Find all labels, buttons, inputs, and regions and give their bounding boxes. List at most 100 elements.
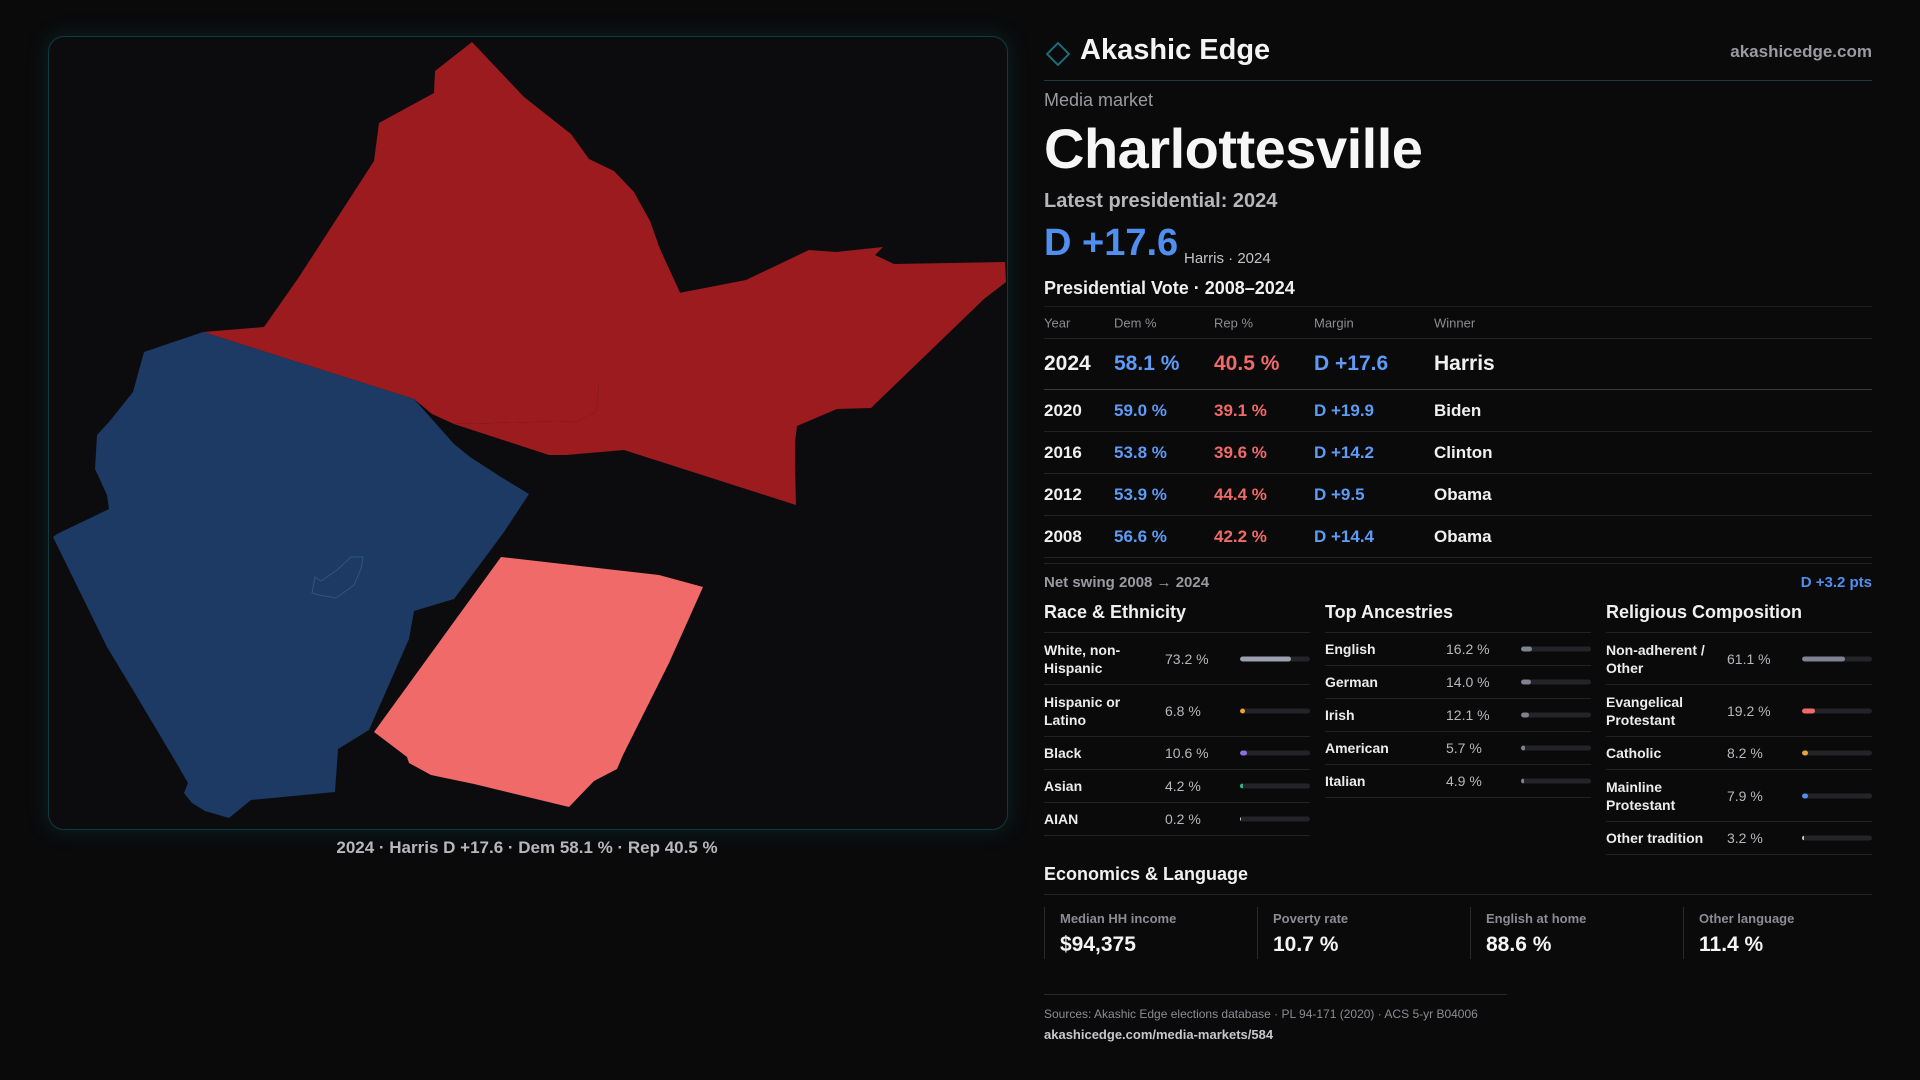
item-bar: [1240, 750, 1310, 756]
item-value: 3.2 %: [1727, 830, 1763, 846]
item-bar: [1240, 656, 1310, 661]
religion-title: Religious Composition: [1606, 602, 1872, 633]
cell-dem: 58.1 %: [1114, 352, 1180, 375]
item-bar: [1240, 816, 1310, 822]
list-item: Italian 4.9 %: [1325, 765, 1591, 798]
list-item: Black 10.6 %: [1044, 737, 1310, 770]
cell-margin: D +9.5: [1314, 484, 1365, 504]
item-bar: [1521, 646, 1591, 652]
source-url-link[interactable]: akashicedge.com/media-markets/584: [1044, 1027, 1274, 1042]
item-bar: [1521, 712, 1591, 718]
cell-year: 2012: [1044, 484, 1082, 504]
list-item: Mainline Protestant 7.9 %: [1606, 770, 1872, 822]
county-south-rep[interactable]: [374, 557, 703, 807]
econ-value: 11.4 %: [1699, 933, 1764, 956]
item-label: German: [1325, 674, 1378, 690]
item-bar-fill: [1240, 783, 1243, 789]
item-bar: [1521, 778, 1591, 784]
econ-label: Median HH income: [1060, 911, 1177, 926]
brand-url-link[interactable]: akashicedge.com: [1730, 42, 1872, 61]
county-west-dem[interactable]: [53, 332, 529, 818]
item-value: 10.6 %: [1165, 745, 1209, 761]
col-rep: Rep %: [1214, 315, 1254, 330]
econ-label: Poverty rate: [1273, 911, 1349, 926]
item-bar: [1521, 679, 1591, 685]
col-year: Year: [1044, 315, 1071, 330]
item-label: Mainline Protestant: [1606, 778, 1676, 813]
economics-cards: Median HH income $94,375 Poverty rate 10…: [1044, 894, 1872, 971]
cell-rep: 44.4 %: [1214, 484, 1267, 504]
item-bar-fill: [1240, 816, 1242, 822]
cell-year: 2020: [1044, 400, 1082, 420]
list-item: Non-adherent / Other 61.1 %: [1606, 633, 1872, 685]
list-item: Irish 12.1 %: [1325, 699, 1591, 732]
vote-table-header: Year Dem % Rep % Margin Winner: [1044, 307, 1872, 339]
county-north-rep[interactable]: [203, 42, 683, 424]
item-bar: [1802, 708, 1872, 713]
econ-label: Other language: [1699, 911, 1795, 926]
item-label: Asian: [1044, 778, 1083, 794]
item-bar-fill: [1521, 679, 1531, 685]
item-label: Italian: [1325, 773, 1366, 789]
net-swing-value: D +3.2 pts: [1800, 574, 1872, 591]
item-bar-fill: [1521, 745, 1525, 751]
item-bar: [1802, 835, 1872, 841]
item-bar-fill: [1521, 646, 1533, 652]
cell-winner: Clinton: [1434, 442, 1493, 462]
cell-winner: Obama: [1434, 484, 1492, 504]
cell-margin: D +17.6: [1314, 352, 1389, 375]
vote-table-title: Presidential Vote · 2008–2024: [1044, 278, 1295, 298]
diamond-logo-icon: [1046, 42, 1070, 66]
cell-dem: 56.6 %: [1114, 526, 1167, 546]
county-east-rep[interactable]: [454, 247, 1006, 505]
economics-title: Economics & Language: [1044, 864, 1249, 884]
item-bar-fill: [1802, 750, 1808, 756]
item-value: 73.2 %: [1165, 650, 1209, 667]
econ-value: 88.6 %: [1486, 933, 1552, 956]
religion-section: Religious Composition Non-adherent / Oth…: [1606, 602, 1872, 855]
item-label: English: [1325, 641, 1376, 657]
inner-boundary: [311, 556, 364, 599]
item-value: 4.9 %: [1446, 773, 1482, 789]
item-bar-fill: [1521, 778, 1525, 784]
cell-winner: Biden: [1434, 400, 1482, 420]
col-winner: Winner: [1434, 315, 1476, 330]
cell-year: 2016: [1044, 442, 1082, 462]
econ-label: English at home: [1486, 911, 1587, 926]
item-bar-fill: [1240, 656, 1292, 661]
cell-winner: Harris: [1434, 352, 1495, 375]
item-value: 61.1 %: [1727, 650, 1771, 667]
econ-card-poverty: Poverty rate 10.7 %: [1257, 907, 1468, 959]
sources-text: Sources: Akashic Edge elections database…: [1044, 1007, 1478, 1021]
item-label: White, non-Hispanic: [1044, 641, 1121, 676]
table-row: 2020 59.0 % 39.1 % D +19.9 Biden: [1044, 390, 1872, 432]
item-label: Irish: [1325, 707, 1355, 723]
ancestry-title: Top Ancestries: [1325, 602, 1591, 633]
item-bar: [1521, 745, 1591, 751]
econ-value: 10.7 %: [1273, 933, 1339, 956]
brand-header: Akashic Edge akashicedge.com: [1044, 34, 1872, 81]
net-swing-label: Net swing 2008 → 2024: [1044, 574, 1210, 591]
item-label: American: [1325, 740, 1389, 756]
item-bar-fill: [1802, 708, 1816, 713]
table-row: 2016 53.8 % 39.6 % D +14.2 Clinton: [1044, 432, 1872, 474]
page-subtitle: Media market: [1044, 90, 1154, 110]
item-label: Hispanic or Latino: [1044, 693, 1121, 728]
ancestry-section: Top Ancestries English 16.2 % German 14.…: [1325, 602, 1591, 798]
net-swing: Net swing 2008 → 2024 D +3.2 pts: [1044, 563, 1872, 594]
item-bar-fill: [1802, 835, 1805, 841]
cell-winner: Obama: [1434, 526, 1492, 546]
cell-rep: 40.5 %: [1214, 352, 1280, 375]
cell-dem: 59.0 %: [1114, 400, 1167, 420]
race-section: Race & Ethnicity White, non-Hispanic 73.…: [1044, 602, 1310, 836]
market-map[interactable]: [49, 37, 1007, 829]
item-label: Non-adherent / Other: [1606, 641, 1705, 676]
item-bar: [1240, 783, 1310, 789]
map-panel[interactable]: [48, 36, 1008, 830]
vote-table: Year Dem % Rep % Margin Winner 2024 58.1…: [1044, 306, 1872, 558]
list-item: Other tradition 3.2 %: [1606, 822, 1872, 855]
list-item: AIAN 0.2 %: [1044, 803, 1310, 836]
map-caption: 2024 · Harris D +17.6 · Dem 58.1 % · Rep…: [336, 838, 718, 857]
item-bar: [1802, 750, 1872, 756]
item-value: 5.7 %: [1446, 740, 1482, 756]
